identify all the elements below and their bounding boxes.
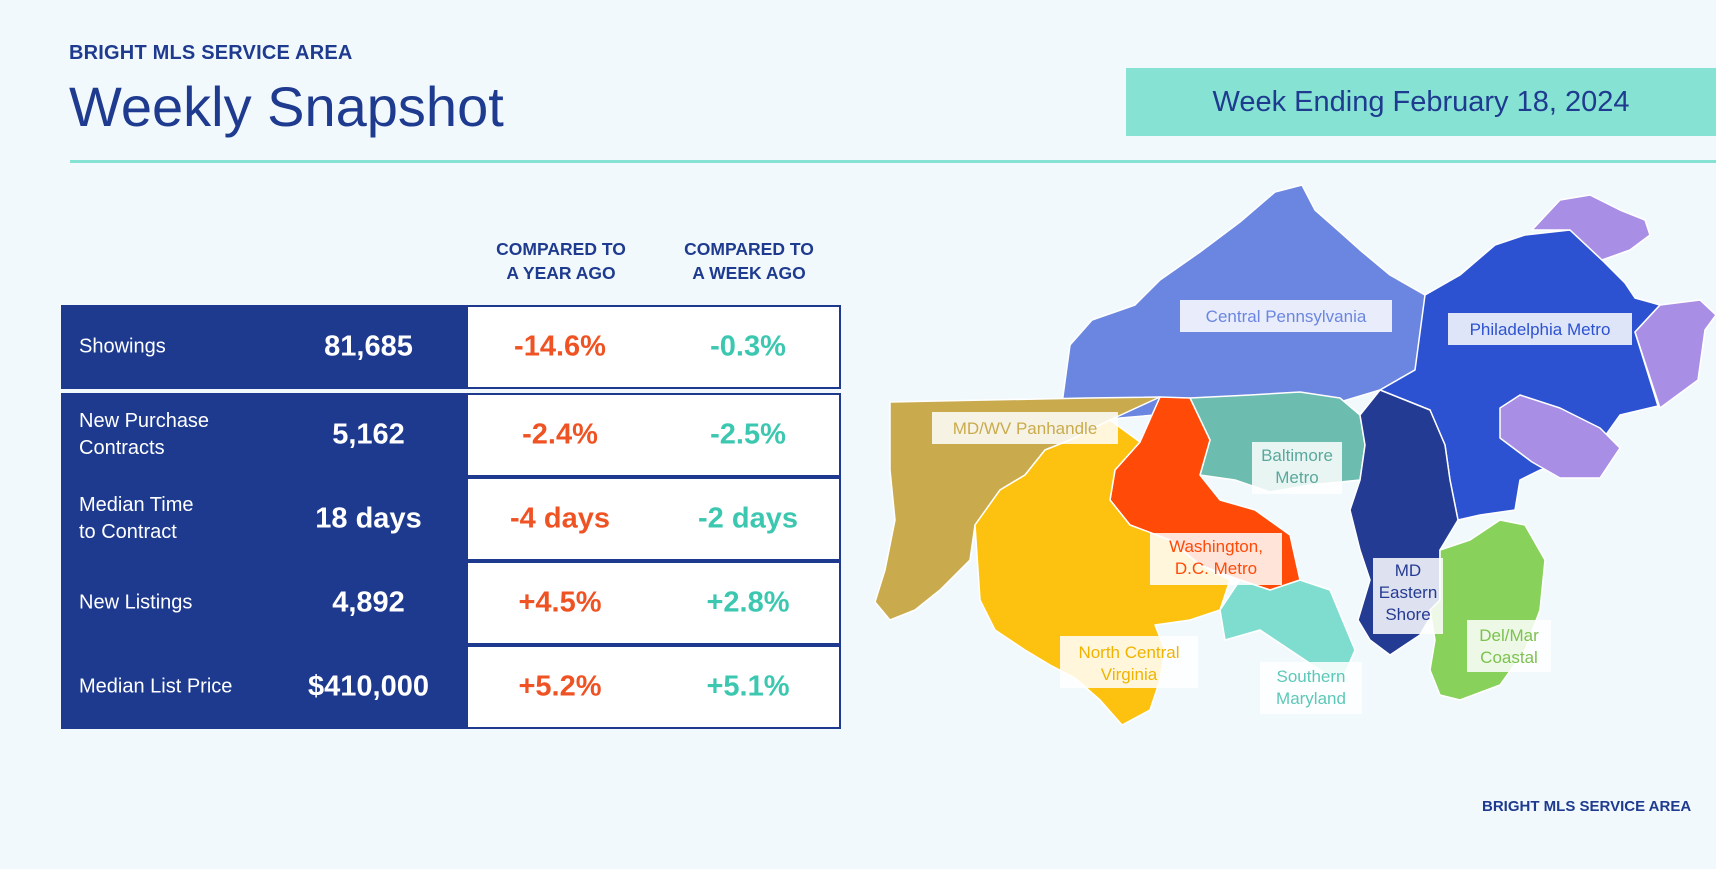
map-label-southern-maryland-line1: Southern [1277,667,1346,686]
column-header-week-line2: A WEEK AGO [692,263,806,283]
map-label-del-mar-coastal-line2: Coastal [1480,648,1538,667]
table-row: New Listings 4,892 +4.5% +2.8% [61,561,845,645]
compared-year-value: +5.2% [518,670,602,703]
map-label-dc-metro-line2: D.C. Metro [1175,559,1257,578]
metric-value: 81,685 [324,330,413,363]
map-label-eastern-shore-line3: Shore [1385,605,1430,624]
map-label-north-central-virginia-line2: Virginia [1101,665,1158,684]
map-label-southern-maryland-line2: Maryland [1276,689,1346,708]
metric-label: Median List Price [79,675,233,698]
service-area-map: Central Pennsylvania Philadelphia Metro … [874,184,1716,726]
metric-label: Median Time to Contract [79,494,194,543]
comparison-cell [466,393,841,477]
compared-week-value: -2 days [698,502,798,535]
map-label-md-wv-panhandle: MD/WV Panhandle [953,419,1098,438]
metric-cell: New Listings 4,892 [61,561,466,645]
map-label-philadelphia-metro: Philadelphia Metro [1470,320,1611,339]
column-header-week-line1: COMPARED TO [684,239,814,259]
map-label-north-central-virginia-line1: North Central [1078,643,1179,662]
compared-year-value: -4 days [510,502,610,535]
map-label-eastern-shore-line2: Eastern [1379,583,1438,602]
comparison-cell [466,305,841,389]
map-label-eastern-shore-line1: MD [1395,561,1421,580]
map-label-baltimore-metro-line1: Baltimore [1261,446,1333,465]
column-header-year-line1: COMPARED TO [496,239,626,259]
metric-value: $410,000 [308,670,429,703]
compared-week-value: +2.8% [706,586,790,619]
region-nj-north [1531,194,1651,261]
metric-value: 5,162 [332,418,405,451]
column-header-year: COMPARED TO A YEAR AGO [471,237,651,285]
week-banner: Week Ending February 18, 2024 [1126,68,1716,136]
metric-cell: Median Time to Contract 18 days [61,477,466,561]
metric-cell: New Purchase Contracts 5,162 [61,393,466,477]
map-label-central-pennsylvania: Central Pennsylvania [1206,307,1367,326]
table-row: Median List Price $410,000 +5.2% +5.1% [61,645,845,729]
region-md-wv-panhandle [874,396,1161,621]
metric-cell: Median List Price $410,000 [61,645,466,729]
week-ending-label: Week Ending February 18, 2024 [1212,85,1630,118]
compared-year-value: -2.4% [522,418,598,451]
eyebrow-heading: BRIGHT MLS SERVICE AREA [69,42,353,64]
column-header-week: COMPARED TO A WEEK AGO [659,237,839,285]
column-header-year-line2: A YEAR AGO [506,263,616,283]
map-label-baltimore-metro-line2: Metro [1275,468,1318,487]
region-nj-east [1634,299,1716,409]
map-label-del-mar-coastal-line1: Del/Mar [1479,626,1539,645]
metric-value: 18 days [315,502,422,535]
metric-label: Showings [79,335,166,358]
compared-year-value: -14.6% [514,330,606,363]
compared-week-value: +5.1% [706,670,790,703]
metric-cell: Showings 81,685 [61,305,466,389]
compared-week-value: -0.3% [710,330,786,363]
region-del-mar-coastal [1429,519,1546,701]
metric-value: 4,892 [332,586,405,619]
table-row: Median Time to Contract 18 days -4 days … [61,477,845,561]
comparison-cell [466,645,841,729]
header-rule [70,160,1716,163]
table-row: New Purchase Contracts 5,162 -2.4% -2.5% [61,393,845,477]
region-north-central-virginia [974,419,1231,726]
region-nj-south [1499,394,1621,479]
metric-label: New Listings [79,591,193,614]
compared-year-value: +4.5% [518,586,602,619]
comparison-cell [466,477,841,561]
map-label-dc-metro-line1: Washington, [1169,537,1263,556]
page-title: Weekly Snapshot [69,75,504,138]
comparison-cell [466,561,841,645]
map-footer-label: BRIGHT MLS SERVICE AREA [1482,798,1692,815]
table-row: Showings 81,685 -14.6% -0.3% [61,305,845,389]
compared-week-value: -2.5% [710,418,786,451]
metric-label: New Purchase Contracts [79,410,210,459]
